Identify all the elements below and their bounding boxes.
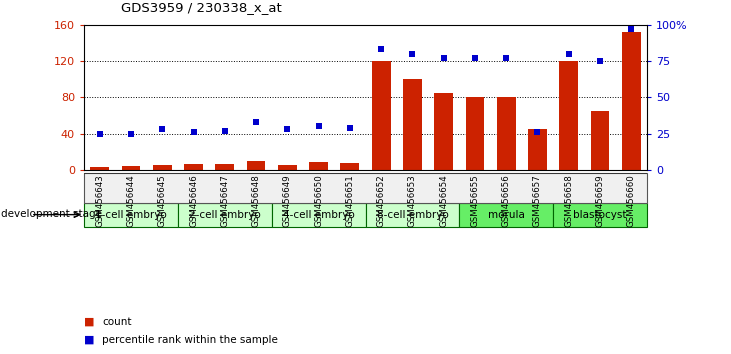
Bar xyxy=(153,165,172,170)
Bar xyxy=(216,164,234,170)
Text: GSM456644: GSM456644 xyxy=(126,174,135,227)
Point xyxy=(344,125,356,131)
Text: percentile rank within the sample: percentile rank within the sample xyxy=(102,335,279,345)
Point xyxy=(594,58,606,64)
Point xyxy=(501,55,512,61)
Bar xyxy=(91,167,109,170)
Point xyxy=(563,51,575,57)
Point xyxy=(406,51,418,57)
Bar xyxy=(434,93,453,170)
Bar xyxy=(459,202,553,227)
Bar xyxy=(272,202,366,227)
Text: GSM456649: GSM456649 xyxy=(283,174,292,227)
Point xyxy=(156,126,168,132)
Text: GSM456657: GSM456657 xyxy=(533,174,542,227)
Bar xyxy=(403,79,422,170)
Text: GSM456652: GSM456652 xyxy=(376,174,386,227)
Point xyxy=(469,55,481,61)
Text: GDS3959 / 230338_x_at: GDS3959 / 230338_x_at xyxy=(121,1,281,14)
Text: GSM456648: GSM456648 xyxy=(251,174,260,227)
Bar xyxy=(559,61,578,170)
Text: GSM456653: GSM456653 xyxy=(408,174,417,227)
Text: GSM456647: GSM456647 xyxy=(220,174,230,227)
Point xyxy=(250,119,262,125)
Text: ■: ■ xyxy=(84,317,94,327)
Text: GSM456643: GSM456643 xyxy=(95,174,105,227)
Text: count: count xyxy=(102,317,132,327)
Text: 2-cell embryo: 2-cell embryo xyxy=(189,210,261,219)
Bar xyxy=(372,61,390,170)
Bar xyxy=(341,162,359,170)
Point xyxy=(125,131,137,136)
Bar xyxy=(497,97,515,170)
Text: 4-cell embryo: 4-cell embryo xyxy=(283,210,355,219)
Bar xyxy=(591,111,610,170)
Text: GSM456646: GSM456646 xyxy=(189,174,198,227)
Point xyxy=(219,128,231,133)
Point xyxy=(375,47,387,52)
Text: GSM456656: GSM456656 xyxy=(501,174,511,227)
Bar xyxy=(553,202,647,227)
Point xyxy=(188,129,200,135)
Text: GSM456654: GSM456654 xyxy=(439,174,448,227)
Text: GSM456645: GSM456645 xyxy=(158,174,167,227)
Bar xyxy=(84,173,647,202)
Text: development stage: development stage xyxy=(1,209,102,219)
Text: GSM456660: GSM456660 xyxy=(626,174,636,227)
Text: GSM456651: GSM456651 xyxy=(345,174,355,227)
Text: GSM456655: GSM456655 xyxy=(471,174,480,227)
Text: 8-cell embryo: 8-cell embryo xyxy=(376,210,448,219)
Text: blastocyst: blastocyst xyxy=(573,210,626,219)
Bar xyxy=(309,162,328,170)
Text: GSM456658: GSM456658 xyxy=(564,174,573,227)
Bar xyxy=(466,97,485,170)
Text: GSM456650: GSM456650 xyxy=(314,174,323,227)
Bar xyxy=(184,165,203,170)
Bar xyxy=(528,129,547,170)
Bar xyxy=(366,202,459,227)
Point xyxy=(438,55,450,61)
Point xyxy=(531,129,543,135)
Point xyxy=(313,124,325,129)
Point xyxy=(626,26,637,32)
Bar xyxy=(121,166,140,170)
Text: 1-cell embryo: 1-cell embryo xyxy=(95,210,167,219)
Point xyxy=(281,126,293,132)
Text: GSM456659: GSM456659 xyxy=(596,174,605,227)
Bar xyxy=(622,32,640,170)
Point xyxy=(94,131,105,136)
Text: ■: ■ xyxy=(84,335,94,345)
Bar xyxy=(246,161,265,170)
Bar xyxy=(84,202,178,227)
Bar xyxy=(278,165,297,170)
Text: morula: morula xyxy=(488,210,525,219)
Bar xyxy=(178,202,272,227)
